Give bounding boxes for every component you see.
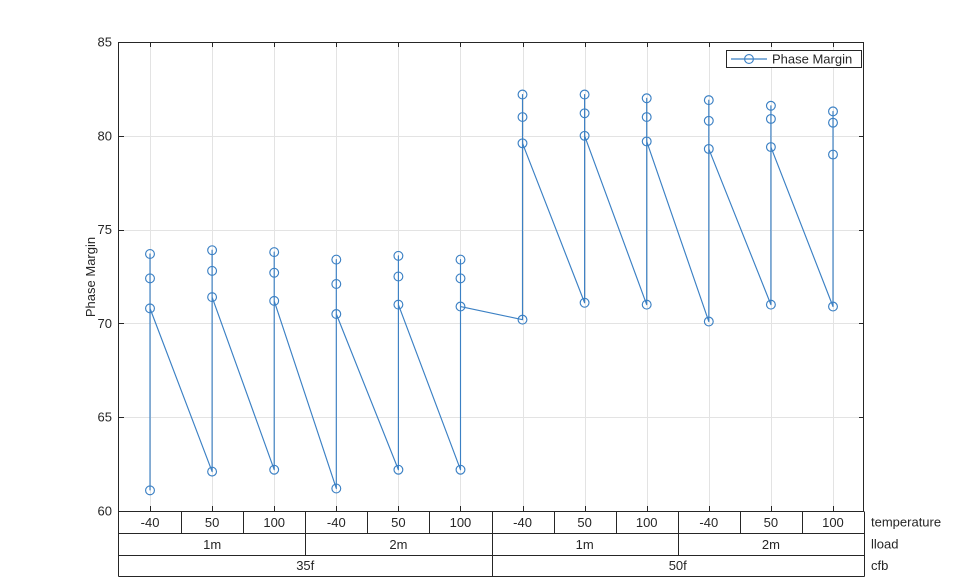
axis-level-label-lload: lload [871,537,898,552]
svg-text:50: 50 [205,515,219,530]
gridlines [119,42,864,511]
axis-ticks [119,42,864,512]
axis-level-label-cfb: cfb [871,558,888,573]
legend-label: Phase Margin [772,52,852,67]
svg-text:-40: -40 [699,515,718,530]
plot-border [118,42,864,512]
svg-text:35f: 35f [296,558,314,573]
svg-text:70: 70 [98,316,112,331]
svg-text:60: 60 [98,504,112,519]
legend [726,50,862,68]
series-line [149,93,834,491]
svg-text:-40: -40 [327,515,346,530]
svg-text:50: 50 [764,515,778,530]
svg-text:100: 100 [822,515,844,530]
svg-text:-40: -40 [513,515,532,530]
svg-text:2m: 2m [389,537,407,552]
x-hierarchy-labels: -40 50 100 -40 50 100 -40 50 100 -40 50 100 1m 2m 1m 2m… [141,515,844,573]
svg-text:100: 100 [263,515,285,530]
axis-level-label-temperature: temperature [871,515,941,530]
x-hierarchy-table [118,511,865,577]
svg-text:100: 100 [450,515,472,530]
svg-text:80: 80 [98,128,112,143]
svg-text:100: 100 [636,515,658,530]
svg-text:1m: 1m [576,537,594,552]
svg-text:85: 85 [98,35,112,50]
svg-text:50f: 50f [669,558,687,573]
series-markers [145,89,838,496]
svg-text:2m: 2m [762,537,780,552]
svg-text:1m: 1m [203,537,221,552]
y-tick-labels: 60 65 70 75 80 85 [98,35,112,519]
svg-text:50: 50 [391,515,405,530]
svg-text:75: 75 [98,222,112,237]
legend-box [726,50,862,68]
legend-marker-sample [744,54,754,64]
svg-text:-40: -40 [141,515,160,530]
svg-text:50: 50 [577,515,591,530]
y-axis-label: Phase Margin [83,237,98,317]
svg-text:65: 65 [98,410,112,425]
